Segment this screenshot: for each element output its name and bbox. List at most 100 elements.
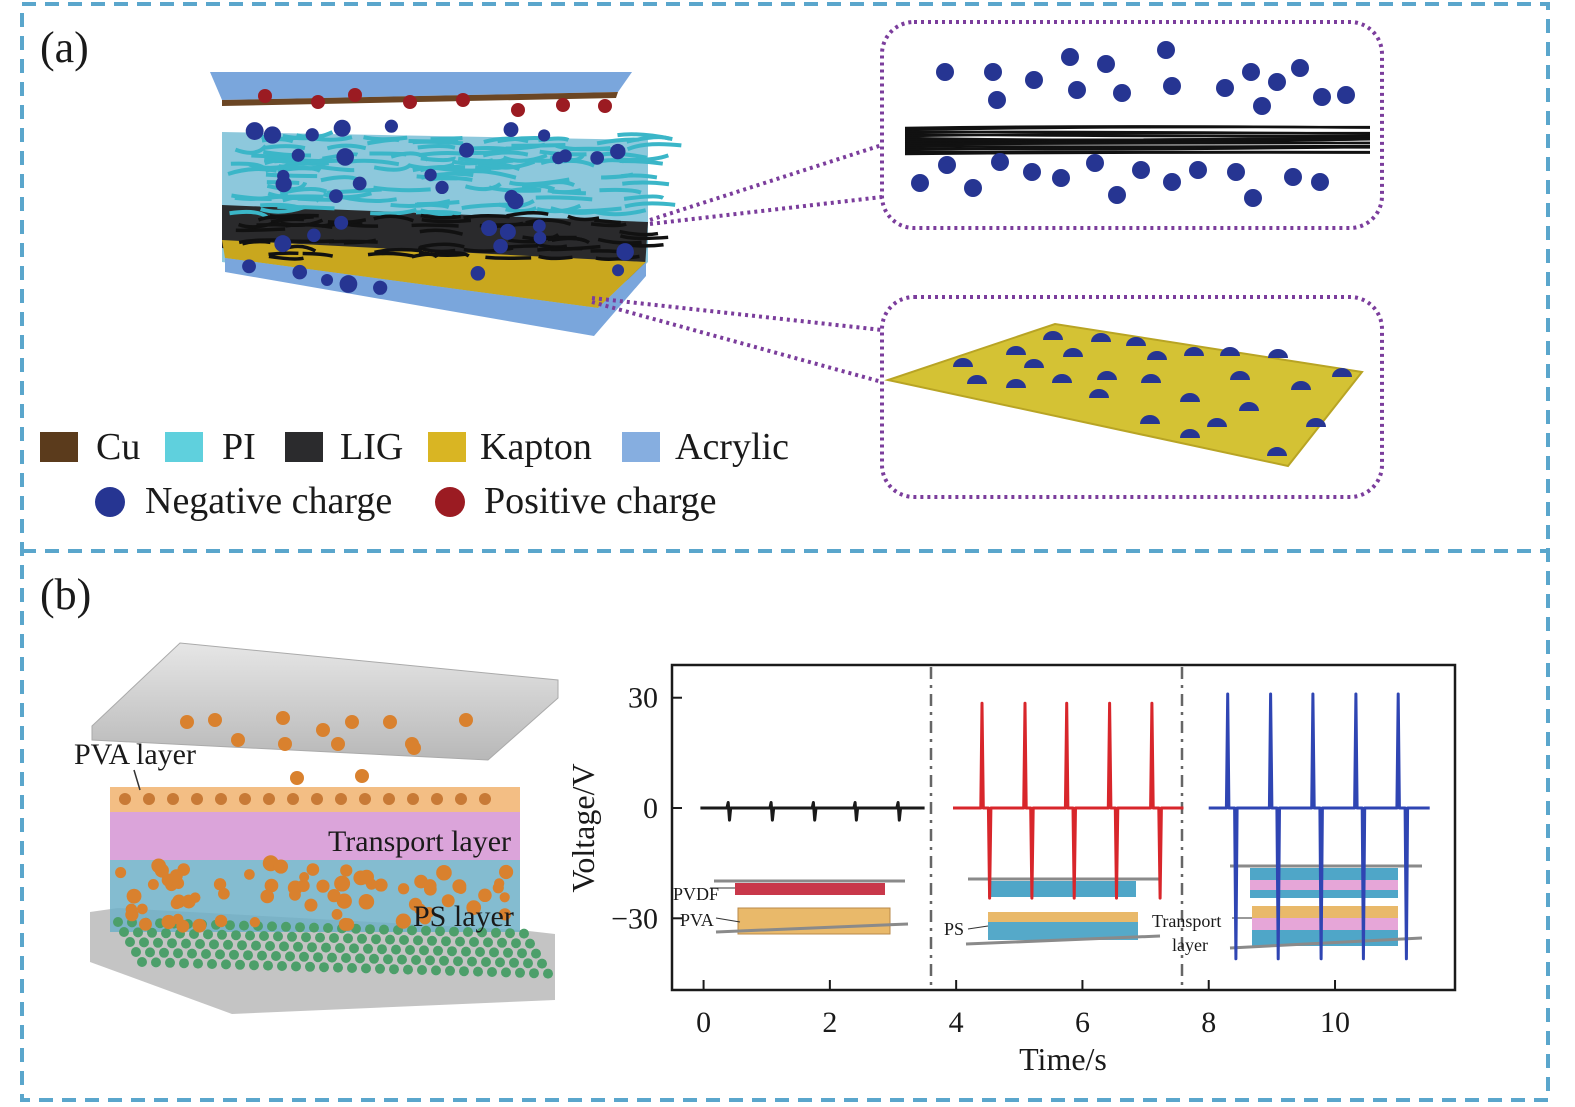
negative-charge [1141, 374, 1161, 383]
ps-particle [323, 923, 333, 933]
ps-particle [203, 929, 213, 940]
lig-fiber [904, 151, 1371, 156]
negative-charge [1068, 81, 1086, 99]
negative-charge [333, 119, 351, 137]
ps-particle [477, 927, 487, 938]
ps-particle [369, 953, 379, 964]
ps-particle [267, 921, 277, 932]
negative-charge [307, 228, 321, 243]
charge-particle [397, 883, 410, 895]
fiber [535, 195, 593, 202]
ps-particle [365, 924, 375, 935]
charge-particle [498, 908, 512, 921]
ps-particle [469, 937, 479, 947]
negative-charge [1267, 447, 1287, 456]
negative-charge [1097, 55, 1115, 73]
negative-charge [964, 179, 982, 197]
ps-particle [113, 917, 123, 927]
fiber [536, 203, 582, 214]
negative-charge [1006, 346, 1026, 355]
negative-charge [967, 375, 987, 384]
ps-particle [257, 950, 267, 961]
x-tick-label: 10 [1320, 1006, 1350, 1039]
charge-particle [340, 864, 353, 877]
fiber [505, 206, 538, 214]
negative-charge [1089, 389, 1109, 398]
legend-text: LIG [340, 426, 403, 468]
fiber [328, 239, 378, 244]
ps-particle [249, 960, 259, 971]
ps-particle [173, 948, 183, 959]
negative-charge [481, 220, 498, 237]
ps-particle [495, 957, 505, 968]
negative-charge [470, 266, 486, 281]
ps-particle [509, 957, 519, 968]
charge-particle [359, 869, 374, 885]
negative-charge [1180, 393, 1200, 402]
zoom-box [880, 295, 1384, 499]
fiber [595, 254, 640, 261]
negative-charge [1313, 88, 1331, 106]
charge-particle [383, 793, 395, 805]
ps-particle [139, 937, 149, 948]
ps-particle [153, 937, 163, 948]
leader-line [715, 917, 741, 923]
fiber [465, 157, 506, 165]
negative-charge [1184, 347, 1204, 356]
ps-particle [461, 946, 471, 957]
leader-line [133, 769, 141, 791]
ps-particle [245, 930, 255, 941]
ps-particle [487, 967, 497, 977]
ps-particle [441, 936, 451, 947]
negative-charge [1025, 71, 1043, 89]
fiber [264, 164, 312, 173]
fiber [279, 187, 328, 196]
charge-particle [331, 737, 345, 751]
fiber [268, 194, 324, 200]
y-tick-label: −30 [611, 902, 658, 935]
inset-layer [988, 881, 1136, 897]
ps-particle [417, 965, 427, 975]
ps-particle [405, 945, 415, 955]
ps-particle [137, 957, 147, 967]
negative-charge [1337, 86, 1355, 104]
charge-particle [407, 793, 419, 805]
negative-charge [1220, 347, 1240, 356]
charge-particle [338, 917, 352, 931]
charge-particle [499, 892, 510, 903]
charge-particle [260, 889, 275, 904]
negative-charge [242, 259, 256, 274]
negative-charge [339, 275, 358, 293]
charge-particle [289, 888, 301, 901]
fiber [547, 188, 582, 195]
fiber [502, 153, 548, 163]
negative-charge [1239, 402, 1259, 411]
fiber [268, 254, 304, 261]
fiber [463, 214, 510, 220]
charge-particle [115, 867, 127, 879]
negative-charge [991, 153, 1009, 171]
charge-particle [181, 894, 196, 909]
charge-particle [345, 715, 359, 729]
fiber [623, 194, 665, 201]
fiber [525, 218, 572, 226]
charge-particle [213, 878, 227, 891]
ps-particle [501, 967, 511, 978]
ps-particle [399, 935, 409, 945]
fiber [463, 246, 514, 253]
ps-particle [235, 959, 245, 970]
negative-charge [1132, 161, 1150, 179]
negative-charge [263, 126, 282, 144]
ps-particle [181, 938, 191, 949]
ps-particle [377, 944, 387, 955]
charge-particle [327, 889, 341, 903]
fiber [622, 180, 670, 187]
negative-charge [493, 238, 508, 254]
inset-label: PS [944, 919, 964, 939]
charge-particle [459, 713, 473, 727]
charge-particle [287, 793, 299, 805]
negative-charge [291, 148, 305, 162]
negative-charge [336, 148, 354, 166]
ps-particle [431, 965, 441, 976]
negative-charge [1207, 418, 1227, 427]
